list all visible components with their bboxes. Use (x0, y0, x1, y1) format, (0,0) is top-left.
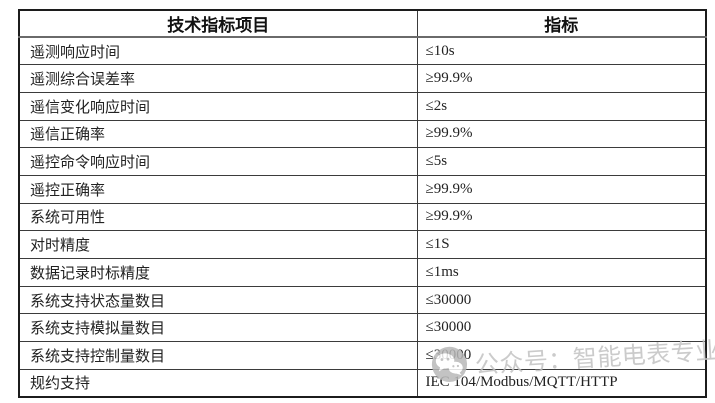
spec-value: IEC 104/Modbus/MQTT/HTTP (416, 368, 707, 398)
spec-value: ≥99.9% (416, 174, 707, 204)
spec-item: 遥测响应时间 (18, 36, 418, 66)
table-row: 系统支持状态量数目 ≤30000 (18, 285, 707, 315)
spec-value: ≤30000 (416, 341, 707, 370)
spec-item: 系统支持状态量数目 (18, 285, 418, 315)
spec-item: 遥控命令响应时间 (18, 147, 418, 176)
column-header-item: 技术指标项目 (18, 9, 418, 38)
spec-value: ≤1ms (416, 258, 707, 287)
spec-item: 系统可用性 (18, 202, 418, 232)
spec-table: 技术指标项目 指标 遥测响应时间 ≤10s 遥测综合误差率 ≥99.9% 遥信变… (18, 9, 707, 398)
table-row: 遥控命令响应时间 ≤5s (18, 147, 707, 176)
table-header-row: 技术指标项目 指标 (18, 9, 707, 38)
spec-value: ≥99.9% (416, 64, 707, 93)
spec-value: ≥99.9% (416, 119, 707, 149)
spec-item: 遥信变化响应时间 (18, 91, 418, 121)
table-row: 对时精度 ≤1S (18, 230, 707, 259)
spec-item: 遥测综合误差率 (18, 64, 418, 93)
table-row: 系统可用性 ≥99.9% (18, 202, 707, 232)
spec-value: ≤2s (416, 91, 707, 121)
table-row: 遥信变化响应时间 ≤2s (18, 91, 707, 121)
spec-value: ≤1S (416, 230, 707, 259)
spec-value: ≤30000 (416, 285, 707, 315)
spec-item: 数据记录时标精度 (18, 258, 418, 287)
column-header-value: 指标 (416, 9, 707, 38)
spec-item: 系统支持模拟量数目 (18, 313, 418, 343)
table-row: 数据记录时标精度 ≤1ms (18, 258, 707, 287)
spec-item: 规约支持 (18, 368, 418, 398)
spec-value: ≤10s (416, 36, 707, 66)
table-row: 系统支持控制量数目 ≤30000 (18, 341, 707, 370)
table-row: 遥控正确率 ≥99.9% (18, 174, 707, 204)
spec-item: 对时精度 (18, 230, 418, 259)
table-row: 遥测响应时间 ≤10s (18, 36, 707, 66)
table-row: 遥测综合误差率 ≥99.9% (18, 64, 707, 93)
spec-value: ≤30000 (416, 313, 707, 343)
spec-item: 遥控正确率 (18, 174, 418, 204)
spec-value: ≥99.9% (416, 202, 707, 232)
table-row: 遥信正确率 ≥99.9% (18, 119, 707, 149)
spec-item: 遥信正确率 (18, 119, 418, 149)
table-row: 系统支持模拟量数目 ≤30000 (18, 313, 707, 343)
table-row: 规约支持 IEC 104/Modbus/MQTT/HTTP (18, 368, 707, 398)
spec-value: ≤5s (416, 147, 707, 176)
spec-item: 系统支持控制量数目 (18, 341, 418, 370)
